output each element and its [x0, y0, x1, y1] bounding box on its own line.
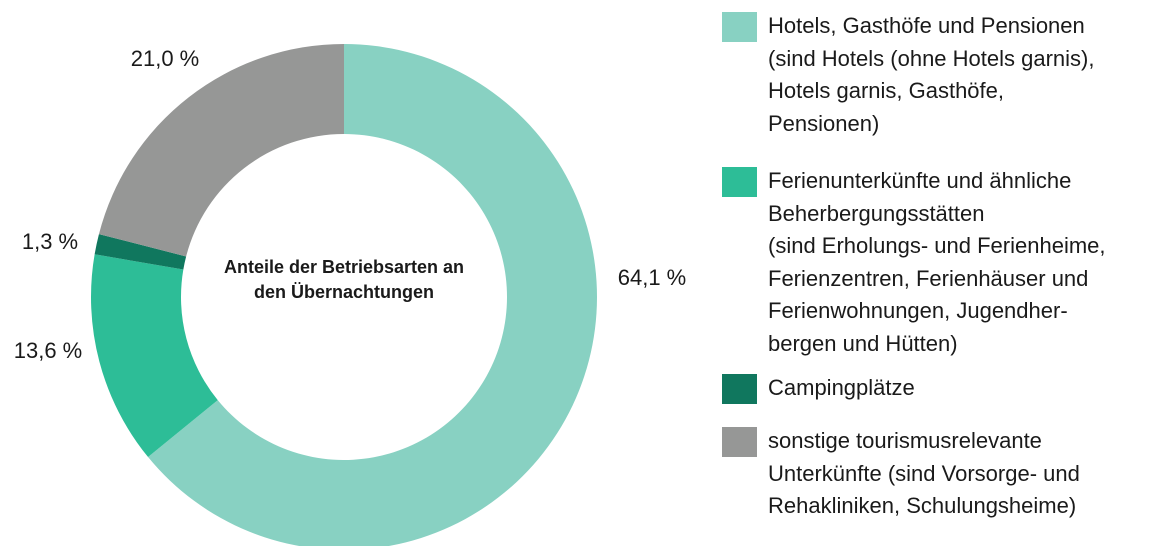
donut-segment [94, 234, 187, 270]
legend-label: Campingplätze [768, 375, 915, 400]
donut-segment [148, 44, 598, 546]
donut-segment [91, 254, 218, 458]
value-label: 21,0 % [131, 46, 200, 71]
legend-swatch [722, 427, 757, 457]
legend-label: Ferienunterkünfte und ähnliche Beherberg… [768, 168, 1106, 356]
legend-swatch [722, 12, 757, 42]
legend-label: sonstige tourismusrelevante Unterkünfte … [768, 428, 1080, 518]
donut-segment [98, 43, 345, 257]
value-label: 1,3 % [22, 229, 78, 254]
center-title: Anteile der Betriebsarten an den Übernac… [223, 257, 465, 302]
legend-label: Hotels, Gasthöfe und Pensionen (sind Hot… [768, 13, 1095, 136]
legend-swatch [722, 374, 757, 404]
legend-swatch [722, 167, 757, 197]
value-label: 13,6 % [14, 338, 83, 363]
value-label: 64,1 % [618, 265, 687, 290]
